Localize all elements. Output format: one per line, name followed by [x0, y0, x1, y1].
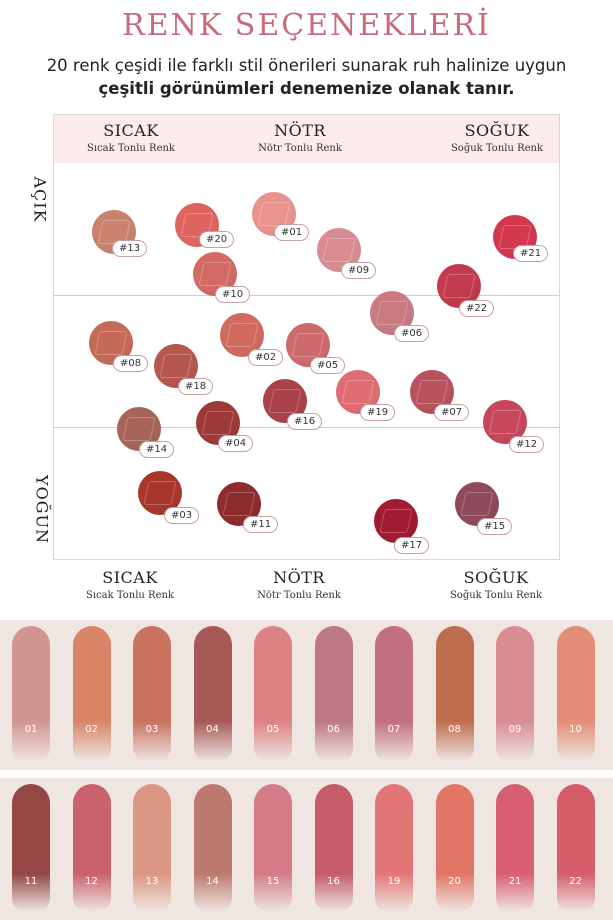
arm-swatch	[133, 626, 171, 762]
header-neutral-sub: Nötr Tonlu Renk	[258, 143, 342, 154]
shade-number-label: #03	[164, 507, 200, 524]
shade-number-label: #07	[434, 404, 470, 421]
shade-swatch	[437, 264, 481, 308]
arm-swatch-number: 15	[266, 876, 280, 887]
shade-number-label: #10	[215, 286, 251, 303]
arm-swatch	[72, 626, 111, 762]
arm-swatch-number: 04	[206, 724, 219, 735]
shade-chart: SICAK Sıcak Tonlu Renk NÖTR Nötr Tonlu R…	[53, 114, 560, 560]
arm-swatch	[556, 626, 595, 762]
header-warm-sub: Sıcak Tonlu Renk	[87, 143, 175, 154]
footer-warm: SICAK Sıcak Tonlu Renk	[60, 568, 200, 601]
shade-number-label: #22	[459, 300, 495, 317]
arm-swatch-number: 02	[85, 724, 98, 735]
arm-swatch-number: 05	[266, 724, 280, 735]
arm-swatch	[375, 626, 413, 762]
header-cool-title: SOĞUK	[464, 121, 530, 140]
shade-number-label: #11	[243, 516, 279, 533]
shade-number-label: #04	[218, 435, 254, 452]
arm-swatch-strip-1: 01 02 03 04 05 06 07 08 09 10	[0, 620, 613, 770]
arm-swatch	[254, 626, 292, 762]
shade-number-label: #09	[341, 262, 377, 279]
arm-swatch-number: 16	[327, 876, 340, 887]
shade-swatch	[374, 499, 418, 543]
arm-swatch-strip-2: 11 12 13 14 15 16 19 20 21 22	[0, 778, 613, 920]
page-title: RENK SEÇENEKLERİ	[122, 8, 491, 43]
footer-cool-title: SOĞUK	[463, 568, 529, 587]
arm-swatch	[496, 626, 534, 762]
header-warm-title: SICAK	[103, 121, 159, 140]
shade-number-label: #01	[274, 224, 310, 241]
arm-swatch	[12, 784, 50, 912]
arm-swatch-number: 13	[145, 876, 159, 887]
arm-swatch-number: 10	[569, 724, 582, 735]
arm-swatch-number: 09	[508, 724, 522, 735]
header-cool-sub: Soğuk Tonlu Renk	[450, 143, 544, 154]
divider-line	[54, 295, 559, 296]
arm-swatch	[133, 784, 171, 912]
arm-swatch-number: 21	[508, 876, 522, 887]
shade-number-label: #21	[513, 245, 549, 262]
footer-neutral-sub: Nötr Tonlu Renk	[257, 590, 341, 601]
arm-swatch-number: 08	[448, 724, 461, 735]
arm-swatch	[314, 626, 353, 762]
shade-number-label: #05	[310, 357, 346, 374]
axis-light-label: AÇIK	[30, 176, 50, 223]
shade-swatch	[220, 313, 264, 357]
arm-swatch-number: 14	[206, 876, 219, 887]
shade-number-label: #08	[113, 355, 149, 372]
arm-swatch	[314, 784, 353, 912]
shade-number-label: #14	[139, 441, 175, 458]
arm-swatch-number: 19	[387, 876, 401, 887]
shade-number-label: #16	[287, 413, 323, 430]
arm-swatch-number: 07	[387, 724, 401, 735]
subtitle-line-2: çeşitli görünümleri denemenize olanak ta…	[98, 79, 515, 98]
header-neutral: NÖTR Nötr Tonlu Renk	[230, 121, 370, 154]
arm-swatch	[193, 784, 232, 912]
arm-swatch	[496, 784, 534, 912]
arm-swatch-number: 20	[448, 876, 461, 887]
shade-number-label: #06	[394, 325, 430, 342]
axis-intense-label: YOĞUN	[32, 475, 52, 544]
shade-number-label: #15	[477, 518, 513, 535]
subtitle-line-1: 20 renk çeşidi ile farklı stil önerileri…	[46, 56, 567, 75]
footer-neutral-title: NÖTR	[273, 568, 325, 587]
arm-swatch	[375, 784, 413, 912]
arm-swatch-number: 03	[145, 724, 159, 735]
shade-number-label: #17	[394, 537, 430, 554]
header-cool: SOĞUK Soğuk Tonlu Renk	[427, 121, 567, 154]
arm-swatch-number: 11	[24, 876, 38, 887]
shade-number-label: #20	[199, 231, 235, 248]
arm-swatch	[435, 784, 474, 912]
shade-number-label: #12	[509, 436, 545, 453]
arm-swatch	[435, 626, 474, 762]
arm-swatch-number: 01	[24, 724, 38, 735]
arm-swatch	[193, 626, 232, 762]
shade-number-label: #13	[112, 240, 148, 257]
footer-warm-sub: Sıcak Tonlu Renk	[86, 590, 174, 601]
arm-swatch	[254, 784, 292, 912]
arm-swatch-number: 22	[569, 876, 582, 887]
shade-number-label: #19	[360, 404, 396, 421]
arm-swatch	[556, 784, 595, 912]
arm-swatch	[12, 626, 50, 762]
chart-header-band	[54, 115, 559, 163]
header-warm: SICAK Sıcak Tonlu Renk	[61, 121, 201, 154]
shade-number-label: #02	[248, 349, 284, 366]
footer-cool: SOĞUK Soğuk Tonlu Renk	[426, 568, 566, 601]
footer-neutral: NÖTR Nötr Tonlu Renk	[229, 568, 369, 601]
arm-swatch-number: 06	[327, 724, 340, 735]
arm-swatch-number: 12	[85, 876, 98, 887]
footer-warm-title: SICAK	[102, 568, 158, 587]
arm-swatch	[72, 784, 111, 912]
footer-cool-sub: Soğuk Tonlu Renk	[449, 590, 543, 601]
shade-swatch	[455, 482, 499, 526]
shade-number-label: #18	[178, 378, 214, 395]
header-neutral-title: NÖTR	[274, 121, 326, 140]
